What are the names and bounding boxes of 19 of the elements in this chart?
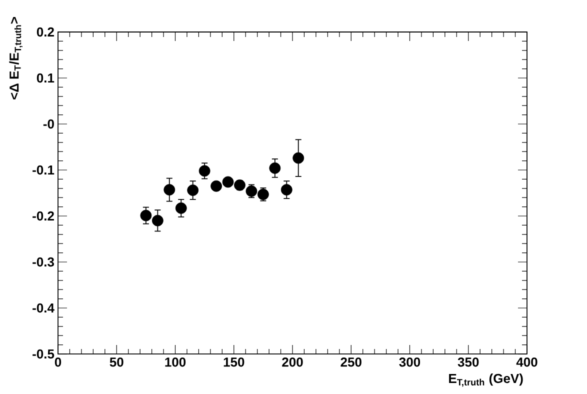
x-tick-label: 150 xyxy=(224,358,244,367)
y-tick-label: -0.4 xyxy=(32,303,54,313)
y-axis-title: <Δ E$_{T}$/E$_{T,truth}$> xyxy=(9,17,22,100)
x-tick-label: 200 xyxy=(282,358,303,367)
y-tick-label: 0.2 xyxy=(36,27,54,37)
x-tick-label: 250 xyxy=(340,358,362,367)
y-tick-label: 0.1 xyxy=(36,73,54,83)
x-axis-title: E$_{T,truth}$ (GeV) xyxy=(449,374,523,387)
x-tick-label: 50 xyxy=(110,358,124,367)
y-tick-label: -0.3 xyxy=(32,257,54,267)
x-tick-label: 300 xyxy=(399,358,420,367)
y-tick-label: -0.1 xyxy=(32,165,54,175)
x-tick-label: 0 xyxy=(54,358,62,367)
y-tick-label: -0.2 xyxy=(32,211,54,221)
x-tick-label: 400 xyxy=(516,358,538,367)
x-tick-label: 100 xyxy=(165,358,186,367)
y-tick-label: -0.5 xyxy=(32,349,54,359)
x-tick-label: 350 xyxy=(458,358,479,367)
y-tick-label: -0 xyxy=(43,119,54,129)
